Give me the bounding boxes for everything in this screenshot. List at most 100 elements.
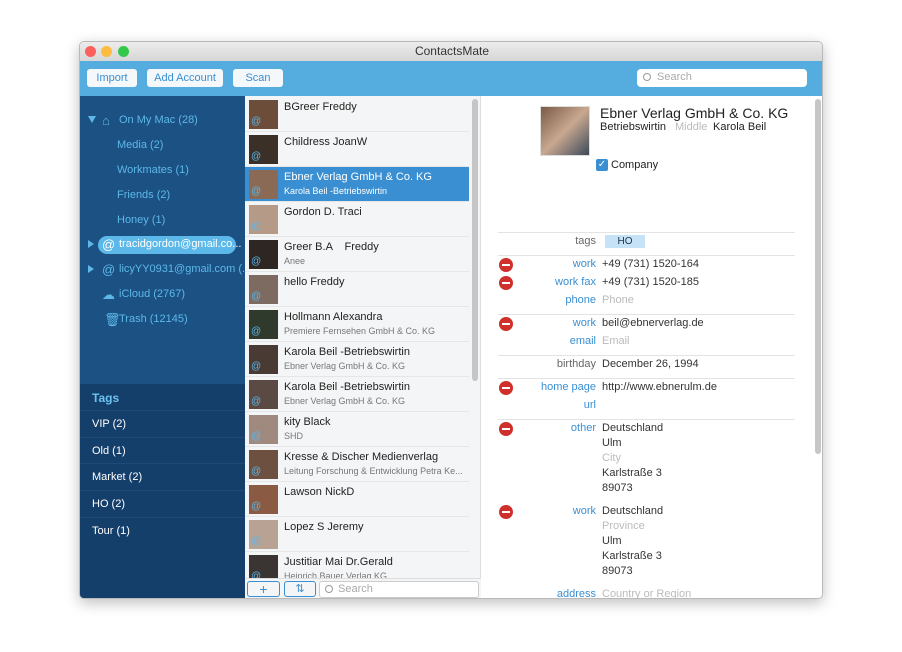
avatar [249, 415, 278, 444]
account-icon: 🗑 [104, 312, 121, 327]
contact-name: Lawson NickD [284, 486, 355, 498]
remove-button[interactable] [499, 258, 513, 272]
group-label[interactable]: Honey (1) [117, 214, 166, 226]
account-label[interactable]: licyYY0931@gmail.com (... [119, 263, 252, 275]
field-value[interactable]: Ulm [602, 437, 622, 449]
field-value[interactable]: City [602, 452, 621, 464]
field-value[interactable]: 89073 [602, 565, 633, 577]
sort-button[interactable]: ⇅ [284, 581, 316, 597]
detail-name: Ebner Verlag GmbH & Co. KG [600, 105, 789, 121]
contact-subtitle: Anee [284, 256, 306, 266]
last-name: Karola Beil [713, 121, 767, 133]
avatar-badge: @ [251, 291, 262, 302]
field-label[interactable]: email [569, 335, 596, 347]
field-value[interactable]: +49 (731) 1520-164 [602, 258, 699, 270]
avatar-badge: @ [251, 536, 262, 547]
zoom-button[interactable] [118, 46, 129, 57]
group-label[interactable]: Media (2) [117, 139, 164, 151]
disclosure-arrow[interactable] [88, 265, 94, 273]
field-value[interactable]: http://www.ebnerulm.de [602, 381, 717, 393]
list-bottom-bar: + ⇅ Search [245, 578, 481, 598]
contact-row[interactable]: @ Lopez S Jeremy [245, 517, 469, 552]
field-label[interactable]: other [570, 422, 596, 434]
field-value[interactable]: 89073 [602, 482, 633, 494]
account-label[interactable]: iCloud (2767) [119, 288, 186, 300]
field-label[interactable]: work [572, 317, 596, 329]
scrollbar[interactable] [815, 99, 821, 454]
separator [80, 410, 245, 411]
contact-row[interactable]: @ hello Freddy [245, 272, 469, 307]
disclosure-arrow[interactable] [88, 240, 94, 248]
field-value[interactable]: Karlstraße 3 [602, 550, 662, 562]
minimize-button[interactable] [101, 46, 112, 57]
contact-row[interactable]: @ Greer B.A Freddy Anee [245, 237, 469, 272]
account-label[interactable]: tracidgordon@gmail.co... [119, 238, 242, 250]
tag-item[interactable]: Market (2) [92, 471, 143, 484]
field-value[interactable]: Email [602, 335, 630, 347]
contact-row[interactable]: @ Karola Beil -Betriebswirtin Ebner Verlag… [245, 377, 469, 412]
tag-item[interactable]: HO (2) [92, 498, 125, 511]
toolbar-button[interactable]: Scan [233, 69, 283, 87]
field-label[interactable]: work [572, 505, 596, 517]
sidebar: ⌂ On My Mac (28) Media (2) Workmates (1) Fri… [80, 96, 251, 598]
contact-row[interactable]: @ Gordon D. Traci [245, 202, 469, 237]
field-value[interactable]: Karlstraße 3 [602, 467, 662, 479]
account-label[interactable]: Trash (12145) [119, 313, 188, 325]
contact-list: @ BGreer Freddy @ Childress JoanW @ Ebner Ver… [245, 96, 481, 598]
field-label[interactable]: url [583, 399, 596, 411]
scrollbar[interactable] [472, 99, 478, 381]
avatar [249, 205, 278, 234]
tag-chip[interactable]: HO [605, 235, 645, 248]
avatar-badge: @ [251, 396, 262, 407]
field-value[interactable]: Phone [602, 294, 634, 306]
avatar [249, 345, 278, 374]
field-value[interactable]: Ulm [602, 535, 622, 547]
remove-button[interactable] [499, 422, 513, 436]
remove-button[interactable] [499, 505, 513, 519]
field-label[interactable]: work [572, 258, 596, 270]
group-label[interactable]: Friends (2) [117, 189, 171, 201]
search-field[interactable]: Search [637, 69, 807, 87]
contact-name: Gordon D. Traci [284, 206, 362, 218]
field-label[interactable]: tags [575, 235, 596, 247]
field-label[interactable]: phone [565, 294, 596, 306]
company-checkbox[interactable]: ✓ [596, 159, 608, 171]
field-value[interactable]: Country or Region [602, 588, 692, 599]
close-button[interactable] [85, 46, 96, 57]
toolbar-button[interactable]: Import [87, 69, 137, 87]
contact-row[interactable]: @ Childress JoanW [245, 132, 469, 167]
contact-row[interactable]: @ Lawson NickD [245, 482, 469, 517]
field-value[interactable]: Deutschland [602, 505, 664, 517]
remove-button[interactable] [499, 381, 513, 395]
field-value[interactable]: December 26, 1994 [602, 358, 699, 370]
contact-row[interactable]: @ Hollmann Alexandra Premiere Fernsehen Gm… [245, 307, 469, 342]
field-label[interactable]: address [556, 588, 596, 599]
tag-item[interactable]: Old (1) [92, 444, 126, 457]
field-value[interactable]: Deutschland [602, 422, 664, 434]
field-label[interactable]: work fax [555, 276, 596, 288]
add-contact-button[interactable]: + [247, 581, 280, 597]
disclosure-arrow[interactable] [88, 116, 96, 123]
tag-item[interactable]: Tour (1) [92, 524, 130, 537]
field-value[interactable]: Province [602, 520, 645, 532]
title-bar: ContactsMate [80, 42, 822, 61]
field-value[interactable]: beil@ebnerverlag.de [602, 317, 704, 329]
field-value[interactable]: +49 (731) 1520-185 [602, 276, 699, 288]
detail-pane: Ebner Verlag GmbH & Co. KG Betriebswirtin… [481, 96, 822, 599]
contact-row[interactable]: @ kity Black SHD [245, 412, 469, 447]
group-label[interactable]: Workmates (1) [117, 164, 189, 176]
avatar [249, 170, 278, 199]
contact-row[interactable]: @ Kresse & Discher Medienverlag Leitung Fo… [245, 447, 469, 482]
contact-row[interactable]: @ Ebner Verlag GmbH & Co. KG Karola Beil -… [245, 167, 469, 202]
remove-button[interactable] [499, 276, 513, 290]
toolbar-button[interactable]: Add Account [147, 69, 223, 87]
field-label[interactable]: birthday [556, 358, 596, 370]
contact-row[interactable]: @ Karola Beil -Betriebswirtin Ebner Verlag… [245, 342, 469, 377]
account-icon: @ [102, 262, 116, 277]
contact-row[interactable]: @ BGreer Freddy [245, 97, 469, 132]
tag-item[interactable]: VIP (2) [92, 418, 127, 430]
field-label[interactable]: home page [540, 381, 596, 393]
list-search-field[interactable]: Search [319, 581, 479, 598]
account-label[interactable]: On My Mac (28) [119, 114, 198, 126]
remove-button[interactable] [499, 317, 513, 331]
